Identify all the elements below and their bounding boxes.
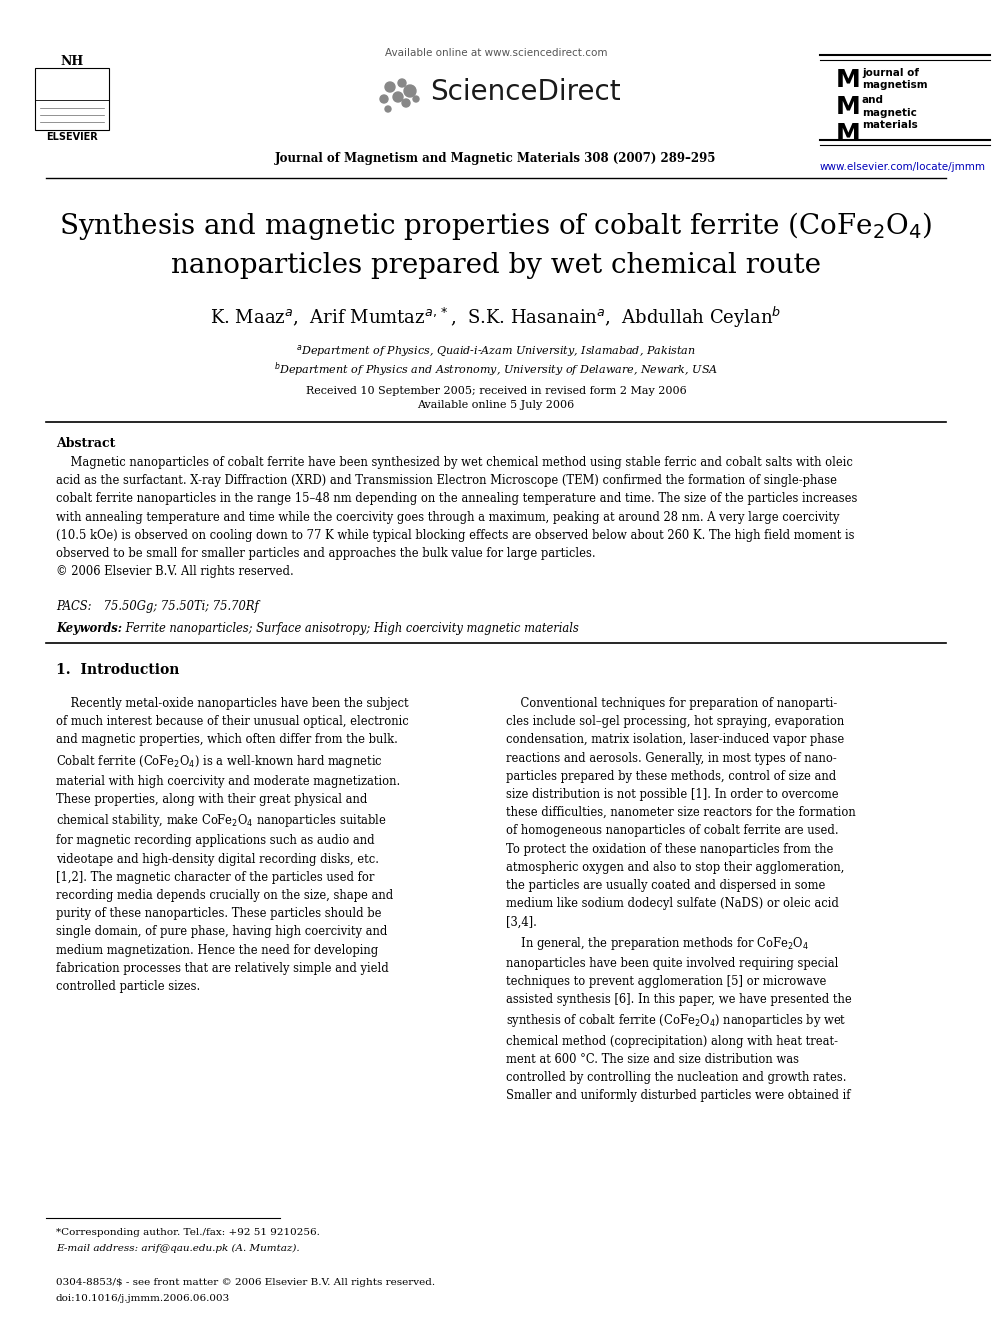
Text: journal of: journal of — [862, 67, 919, 78]
Text: Ferrite nanoparticles; Surface anisotropy; High coercivity magnetic materials: Ferrite nanoparticles; Surface anisotrop… — [122, 622, 578, 635]
Text: Available online 5 July 2006: Available online 5 July 2006 — [418, 400, 574, 410]
Text: $^a$Department of Physics, Quaid-i-Azam University, Islamabad, Pakistan: $^a$Department of Physics, Quaid-i-Azam … — [296, 344, 696, 359]
Circle shape — [413, 97, 419, 102]
Text: Magnetic nanoparticles of cobalt ferrite have been synthesized by wet chemical m: Magnetic nanoparticles of cobalt ferrite… — [56, 456, 857, 578]
Text: Recently metal-oxide nanoparticles have been the subject
of much interest becaus: Recently metal-oxide nanoparticles have … — [56, 697, 409, 994]
Text: ScienceDirect: ScienceDirect — [430, 78, 621, 106]
Text: magnetism: magnetism — [862, 79, 928, 90]
Text: doi:10.1016/j.jmmm.2006.06.003: doi:10.1016/j.jmmm.2006.06.003 — [56, 1294, 230, 1303]
Circle shape — [402, 99, 410, 107]
Bar — [35, 67, 109, 130]
Circle shape — [393, 93, 403, 102]
Text: PACS:: PACS: — [56, 601, 91, 613]
Circle shape — [404, 85, 416, 97]
Text: Abstract: Abstract — [56, 437, 115, 450]
Circle shape — [398, 79, 406, 87]
Text: Received 10 September 2005; received in revised form 2 May 2006: Received 10 September 2005; received in … — [306, 386, 686, 396]
Text: $^b$Department of Physics and Astronomy, University of Delaware, Newark, USA: $^b$Department of Physics and Astronomy,… — [274, 360, 718, 378]
Text: magnetic: magnetic — [862, 108, 917, 118]
Text: M: M — [836, 67, 861, 93]
Text: *Corresponding author. Tel./fax: +92 51 9210256.: *Corresponding author. Tel./fax: +92 51 … — [56, 1228, 319, 1237]
Text: M: M — [836, 122, 861, 146]
Circle shape — [385, 106, 391, 112]
Text: and: and — [862, 95, 884, 105]
Circle shape — [385, 82, 395, 93]
Circle shape — [380, 95, 388, 103]
Text: E-mail address: arif@qau.edu.pk (A. Mumtaz).: E-mail address: arif@qau.edu.pk (A. Mumt… — [56, 1244, 300, 1253]
Text: materials: materials — [862, 120, 918, 130]
Text: Available online at www.sciencedirect.com: Available online at www.sciencedirect.co… — [385, 48, 607, 58]
Text: www.elsevier.com/locate/jmmm: www.elsevier.com/locate/jmmm — [820, 161, 986, 172]
Text: nanoparticles prepared by wet chemical route: nanoparticles prepared by wet chemical r… — [171, 251, 821, 279]
Text: Journal of Magnetism and Magnetic Materials 308 (2007) 289–295: Journal of Magnetism and Magnetic Materi… — [276, 152, 716, 165]
Text: Synthesis and magnetic properties of cobalt ferrite (CoFe$_2$O$_4$): Synthesis and magnetic properties of cob… — [60, 210, 932, 242]
Text: 75.50Gg; 75.50Ti; 75.70Rf: 75.50Gg; 75.50Ti; 75.70Rf — [100, 601, 259, 613]
Text: Keywords:: Keywords: — [56, 622, 122, 635]
Text: ELSEVIER: ELSEVIER — [46, 132, 98, 142]
Text: Conventional techniques for preparation of nanoparti-
cles include sol–gel proce: Conventional techniques for preparation … — [506, 697, 856, 1102]
Text: 1.  Introduction: 1. Introduction — [56, 663, 180, 677]
Text: NH: NH — [61, 56, 83, 67]
Text: M: M — [836, 95, 861, 119]
Text: K. Maaz$^a$,  Arif Mumtaz$^{a,*}$,  S.K. Hasanain$^a$,  Abdullah Ceylan$^b$: K. Maaz$^a$, Arif Mumtaz$^{a,*}$, S.K. H… — [210, 306, 782, 331]
Text: 0304-8853/$ - see front matter © 2006 Elsevier B.V. All rights reserved.: 0304-8853/$ - see front matter © 2006 El… — [56, 1278, 435, 1287]
